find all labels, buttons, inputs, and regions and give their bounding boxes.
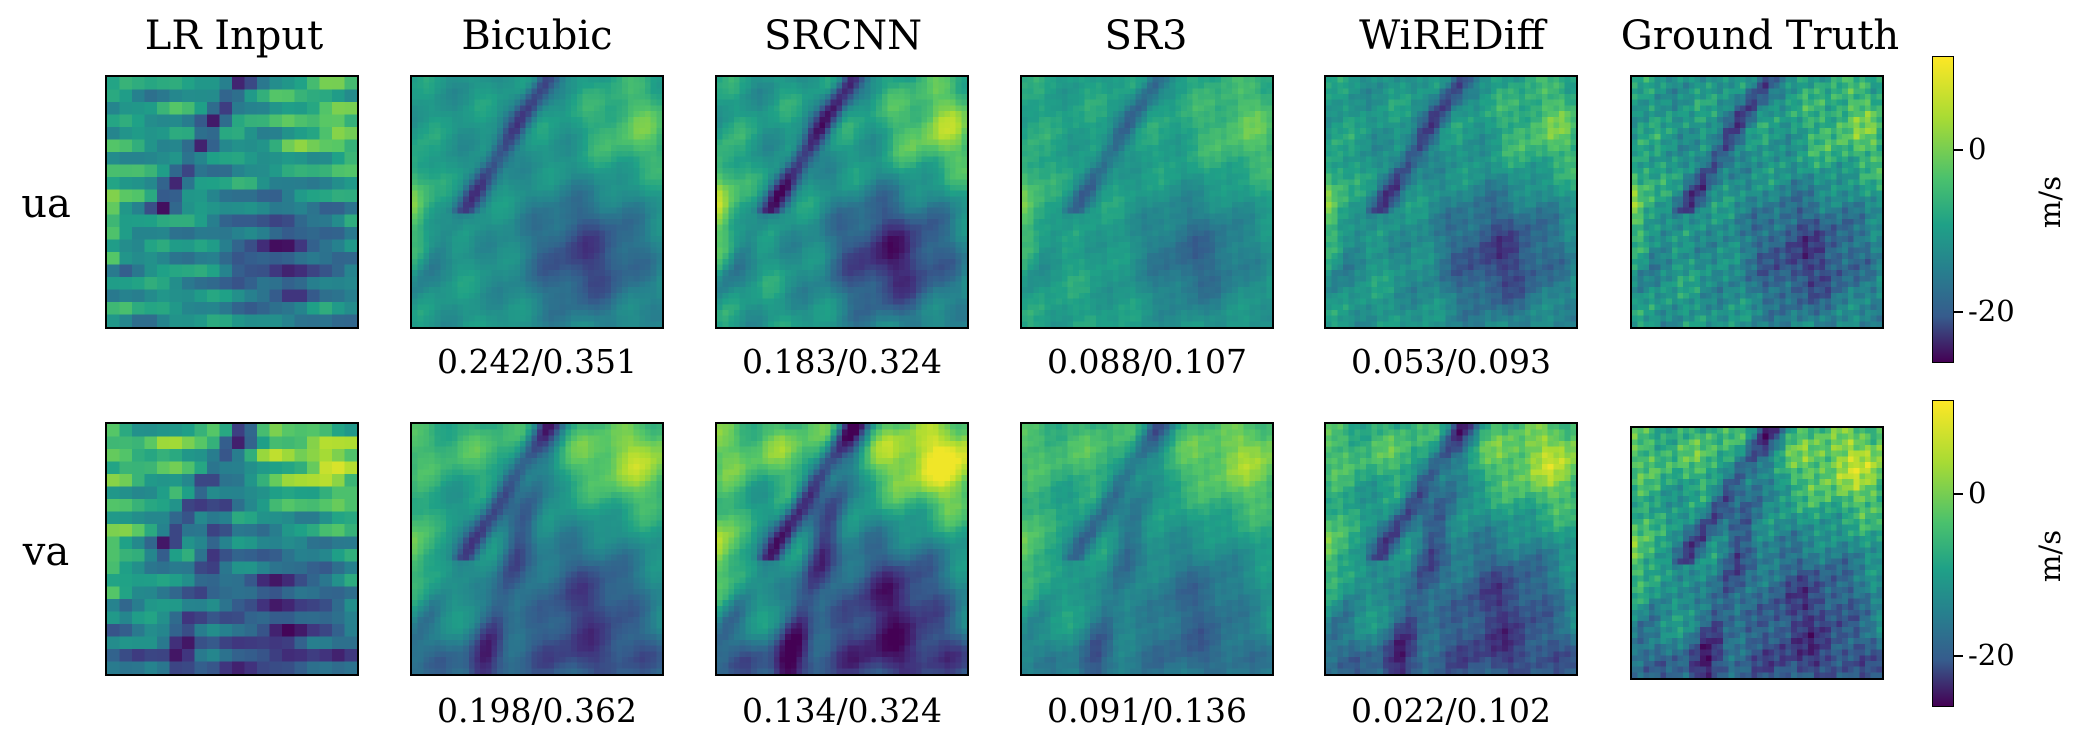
panel-va-sr3 (1020, 422, 1274, 676)
panel-va-srcnn (715, 422, 969, 676)
ua-ground-truth-field (1632, 77, 1882, 327)
colorbar-va-gradient (1933, 401, 1953, 706)
metric-va-srcnn: 0.134/0.324 (692, 691, 992, 731)
metric-ua-srcnn: 0.183/0.324 (692, 342, 992, 382)
colorbar-va-label-0: 0 (1968, 477, 1986, 509)
colorbar-ua-tick-1 (1954, 311, 1963, 313)
colorbar-ua-label-0: 0 (1968, 133, 1986, 165)
colorbar-ua-tick-0 (1954, 149, 1963, 151)
row-label-ua: ua (6, 180, 86, 228)
panel-ua-wirediff (1324, 75, 1578, 329)
panel-va-bicubic (410, 422, 664, 676)
column-title-wirediff: WiREDiff (1302, 12, 1602, 60)
va-sr3-field (1022, 424, 1272, 674)
metric-ua-sr3: 0.088/0.107 (997, 342, 1297, 382)
colorbar-ua-gradient (1933, 57, 1953, 362)
va-srcnn-field (717, 424, 967, 674)
colorbar-va-unit: m/s (2033, 526, 2067, 586)
colorbar-va (1932, 400, 1954, 707)
panel-ua-bicubic (410, 75, 664, 329)
colorbar-ua (1932, 56, 1954, 363)
colorbar-ua-unit: m/s (2033, 172, 2067, 232)
column-title-bicubic: Bicubic (387, 12, 687, 60)
panel-va-wirediff (1324, 422, 1578, 676)
colorbar-va-tick-0 (1954, 493, 1963, 495)
panel-ua-lr-input (105, 75, 359, 329)
va-ground-truth-field (1632, 428, 1882, 678)
ua-srcnn-field (717, 77, 967, 327)
panel-ua-ground-truth (1630, 75, 1884, 329)
ua-wirediff-field (1326, 77, 1576, 327)
colorbar-va-tick-1 (1954, 655, 1963, 657)
metric-va-bicubic: 0.198/0.362 (387, 691, 687, 731)
column-title-sr3: SR3 (996, 12, 1296, 60)
column-title-ground-truth: Ground Truth (1610, 12, 1910, 60)
panel-ua-srcnn (715, 75, 969, 329)
column-title-srcnn: SRCNN (693, 12, 993, 60)
metric-va-sr3: 0.091/0.136 (997, 691, 1297, 731)
panel-ua-sr3 (1020, 75, 1274, 329)
metric-ua-wirediff: 0.053/0.093 (1301, 342, 1601, 382)
ua-lr-input-field (107, 77, 357, 327)
metric-va-wirediff: 0.022/0.102 (1301, 691, 1601, 731)
colorbar-ua-label-1: -20 (1968, 295, 2015, 327)
ua-bicubic-field (412, 77, 662, 327)
metric-ua-bicubic: 0.242/0.351 (387, 342, 687, 382)
panel-va-lr-input (105, 422, 359, 676)
panel-va-ground-truth (1630, 426, 1884, 680)
va-lr-input-field (107, 424, 357, 674)
va-bicubic-field (412, 424, 662, 674)
row-label-va: va (6, 528, 86, 576)
va-wirediff-field (1326, 424, 1576, 674)
colorbar-va-label-1: -20 (1968, 639, 2015, 671)
column-title-lr-input: LR Input (84, 12, 384, 60)
ua-sr3-field (1022, 77, 1272, 327)
